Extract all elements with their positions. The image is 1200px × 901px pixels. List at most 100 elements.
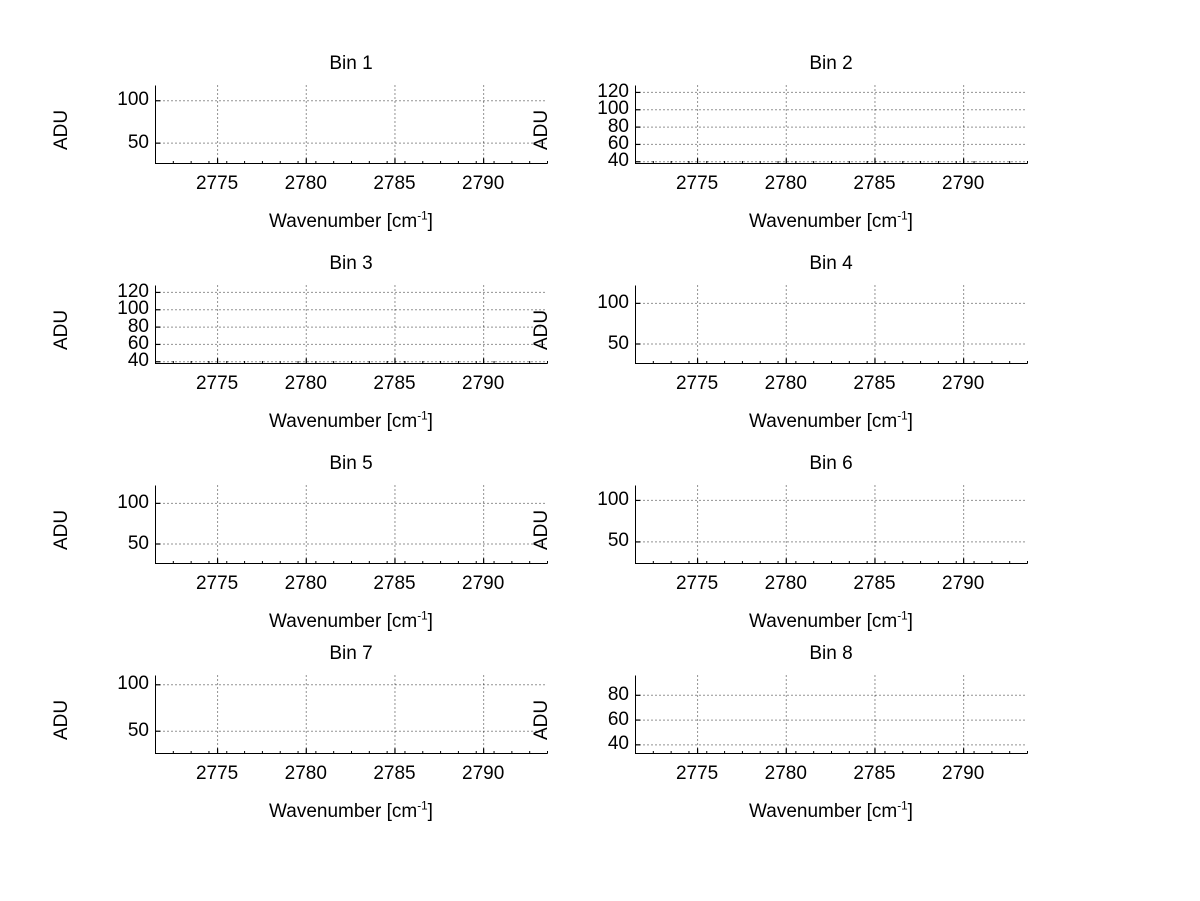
panel-title: Bin 7	[329, 643, 373, 664]
panel-title: Bin 8	[809, 643, 853, 664]
x-tick-label: 2790	[462, 573, 505, 594]
y-axis-label: ADU	[531, 509, 552, 550]
x-tick-label: 2780	[284, 173, 327, 194]
panel-title: Bin 1	[329, 53, 373, 74]
y-tick-label: 40	[127, 350, 149, 372]
x-tick-label: 2785	[373, 763, 416, 784]
x-tick-label: 2790	[942, 173, 985, 194]
x-axis-label: Wavenumber [cm-1]	[155, 209, 547, 233]
x-axis-label-prefix: Wavenumber [cm	[749, 411, 898, 432]
x-axis-label-exponent: -1	[417, 209, 428, 223]
y-axis-label: ADU	[51, 309, 72, 350]
y-tick-label: 50	[127, 532, 149, 554]
y-tick-label: 80	[607, 115, 629, 137]
x-axis-label-suffix: ]	[427, 211, 433, 232]
x-axis-label-prefix: Wavenumber [cm	[269, 801, 418, 822]
axis-spine	[635, 85, 1028, 164]
x-tick-label: 2785	[853, 173, 896, 194]
x-tick-label: 2775	[675, 373, 719, 394]
axis-spine	[155, 675, 548, 754]
x-tick-label: 2785	[853, 573, 896, 594]
x-axis-label-exponent: -1	[897, 409, 908, 423]
plot-area	[635, 675, 1028, 754]
x-tick-label: 2780	[764, 173, 807, 194]
x-tick-label: 2785	[853, 763, 896, 784]
x-axis-label-suffix: ]	[427, 411, 433, 432]
y-tick-label: 100	[597, 291, 629, 313]
x-tick-label: 2775	[195, 373, 239, 394]
x-axis-label-suffix: ]	[427, 801, 433, 822]
axis-spine	[635, 485, 1028, 564]
y-tick-label: 120	[597, 80, 629, 102]
x-axis-label-suffix: ]	[427, 611, 433, 632]
axis-spine	[155, 485, 548, 564]
x-axis-label-prefix: Wavenumber [cm	[269, 411, 418, 432]
x-tick-label: 2780	[284, 573, 327, 594]
x-axis-label-exponent: -1	[897, 609, 908, 623]
x-axis-label-suffix: ]	[907, 611, 913, 632]
x-tick-label: 2775	[675, 173, 719, 194]
y-tick-label: 100	[117, 89, 149, 111]
x-tick-label: 2775	[195, 573, 239, 594]
y-tick-label: 100	[117, 491, 149, 513]
x-tick-label: 2790	[462, 173, 505, 194]
x-tick-label: 2785	[373, 573, 416, 594]
x-axis-label-exponent: -1	[417, 799, 428, 813]
x-tick-label: 2780	[284, 763, 327, 784]
panel-title: Bin 6	[809, 453, 853, 474]
plot-area	[635, 485, 1028, 564]
plot-area	[155, 285, 548, 364]
y-tick-label: 100	[117, 298, 149, 320]
x-tick-label: 2775	[195, 173, 239, 194]
x-tick-label: 2780	[764, 373, 807, 394]
y-axis-label: ADU	[531, 699, 552, 740]
x-axis-label: Wavenumber [cm-1]	[155, 799, 547, 823]
panel-title: Bin 2	[809, 53, 853, 74]
y-tick-label: 100	[117, 673, 149, 695]
y-tick-label: 50	[607, 530, 629, 552]
x-tick-label: 2780	[284, 373, 327, 394]
x-tick-label: 2785	[373, 173, 416, 194]
x-tick-label: 2775	[675, 573, 719, 594]
x-axis-label-prefix: Wavenumber [cm	[269, 211, 418, 232]
plot-area	[155, 675, 548, 754]
x-axis-label: Wavenumber [cm-1]	[155, 609, 547, 633]
x-axis-label-exponent: -1	[897, 799, 908, 813]
x-tick-label: 2790	[462, 373, 505, 394]
x-axis-label-exponent: -1	[417, 609, 428, 623]
x-axis-label: Wavenumber [cm-1]	[635, 609, 1027, 633]
y-tick-label: 60	[607, 708, 629, 730]
y-tick-label: 50	[607, 332, 629, 354]
x-axis-label-suffix: ]	[907, 211, 913, 232]
x-tick-label: 2785	[853, 373, 896, 394]
axis-spine	[155, 285, 548, 364]
x-tick-label: 2790	[942, 763, 985, 784]
y-tick-label: 40	[607, 150, 629, 172]
y-tick-label: 100	[597, 488, 629, 510]
y-tick-label: 80	[607, 683, 629, 705]
y-tick-label: 40	[607, 733, 629, 755]
x-axis-label: Wavenumber [cm-1]	[635, 409, 1027, 433]
x-tick-label: 2790	[462, 763, 505, 784]
x-tick-label: 2785	[373, 373, 416, 394]
x-axis-label: Wavenumber [cm-1]	[635, 799, 1027, 823]
plot-area	[635, 285, 1028, 364]
x-axis-label-prefix: Wavenumber [cm	[749, 211, 898, 232]
x-tick-label: 2780	[764, 763, 807, 784]
axis-spine	[155, 85, 548, 164]
y-tick-label: 50	[127, 719, 149, 741]
y-tick-label: 80	[127, 315, 149, 337]
panel-title: Bin 4	[809, 253, 853, 274]
x-axis-label-prefix: Wavenumber [cm	[269, 611, 418, 632]
y-tick-label: 100	[597, 98, 629, 120]
x-axis-label: Wavenumber [cm-1]	[155, 409, 547, 433]
axis-spine	[635, 285, 1028, 364]
x-axis-label: Wavenumber [cm-1]	[635, 210, 1027, 233]
x-tick-label: 2780	[764, 573, 807, 594]
x-axis-label-prefix: Wavenumber [cm	[749, 611, 898, 632]
x-axis-label-prefix: Wavenumber [cm	[749, 801, 898, 822]
x-axis-label-exponent: -1	[417, 409, 428, 423]
plot-area	[155, 485, 548, 564]
x-tick-label: 2790	[942, 573, 985, 594]
